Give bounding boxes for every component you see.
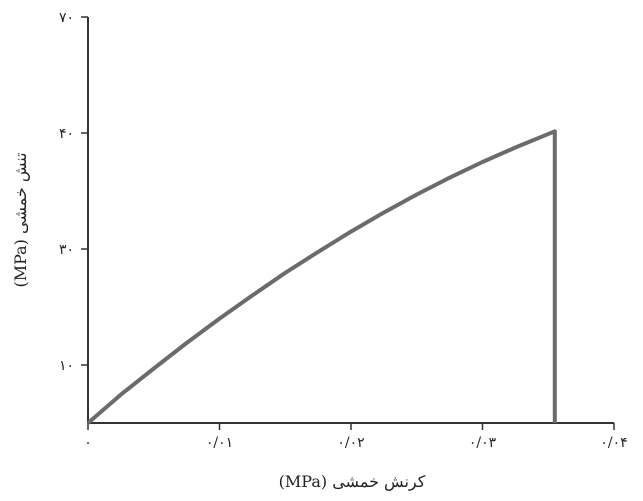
y-tick-label: ۳۰: [59, 242, 74, 258]
x-tick-label: ۰/۰۴: [600, 435, 627, 451]
x-tick-label: ۰/۰۲: [337, 435, 364, 451]
y-tick-label: ۷۰: [59, 10, 74, 26]
ticks: ۰ ۰/۰۱ ۰/۰۲ ۰/۰۳ ۰/۰۴ ۱۰ ۳۰ ۴۰ ۷۰: [59, 10, 628, 451]
y-axis-label: تنش خمشی (MPa): [11, 152, 30, 287]
series: [86, 129, 557, 425]
x-tick-label: ۰/۰۳: [469, 435, 497, 451]
axes: [87, 17, 614, 424]
series-line: [86, 129, 557, 425]
x-tick-label: ۰/۰۱: [206, 435, 233, 451]
x-axis-label: کرنش خمشی (MPa): [279, 472, 426, 491]
y-tick-label: ۱۰: [59, 358, 74, 374]
x-tick-label: ۰: [84, 435, 92, 451]
y-tick-label: ۴۰: [59, 126, 74, 142]
